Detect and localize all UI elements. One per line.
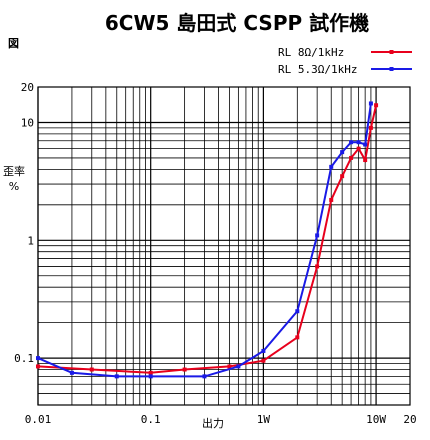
series-2-point [315, 233, 320, 238]
series-1-point [329, 197, 334, 202]
series-2-point [368, 101, 373, 106]
chart-title: 6CW5 島田式 CSPP 試作機 [105, 11, 369, 35]
y-tick-label: 20 [21, 81, 34, 94]
series-layer [36, 101, 379, 379]
grid [37, 86, 411, 406]
series-2-point [295, 309, 300, 314]
y-tick-label: 0.1 [14, 352, 34, 365]
series-1-point [315, 264, 320, 269]
series-2-point [202, 374, 207, 379]
series-line-1 [37, 105, 378, 374]
x-tick-label: 1W [257, 413, 271, 426]
series-1-point [36, 364, 40, 369]
series-1-point [363, 158, 368, 163]
y-axis-label-line2: % [9, 180, 19, 193]
series-1-point [227, 364, 232, 369]
series-1-point [148, 370, 153, 375]
series-2-point [236, 364, 241, 369]
legend-marker-1 [389, 50, 394, 54]
y-axis-label-line1: 歪率 [3, 164, 25, 178]
series-1-point [340, 174, 345, 179]
series-1-point [349, 155, 354, 160]
series-2-point [114, 374, 119, 379]
series-1-point [368, 125, 373, 130]
legend: RL 8Ω/1kHz RL 5.3Ω/1kHz [278, 46, 412, 76]
x-tick-label: 20 [403, 413, 416, 426]
series-2-point [261, 348, 266, 353]
legend-label-2: RL 5.3Ω/1kHz [278, 63, 357, 76]
x-tick-label: 0.01 [25, 413, 52, 426]
y-tick-label: 1 [27, 234, 34, 247]
legend-marker-2 [389, 67, 394, 71]
corner-label: 図 [8, 36, 19, 50]
plot-frame [37, 86, 411, 406]
series-2-point [329, 164, 334, 169]
series-2-point [340, 150, 345, 155]
series-2-point [349, 140, 354, 145]
series-2-point [363, 142, 368, 147]
series-1-point [374, 103, 379, 108]
series-1-point [356, 146, 361, 151]
x-tick-label: 10W [366, 413, 386, 426]
y-tick-label: 10 [21, 116, 34, 129]
series-1-point [261, 358, 266, 363]
legend-label-1: RL 8Ω/1kHz [278, 46, 344, 59]
x-axis-label: 出力 [202, 416, 224, 430]
series-1-point [295, 335, 300, 340]
tick-labels: 0.01 0.1 1W 10W 20 0.1 1 10 20 [14, 81, 417, 426]
series-2-point [36, 356, 40, 361]
series-1-point [182, 367, 187, 372]
series-1-point [89, 367, 94, 372]
series-2-point [69, 370, 74, 375]
series-2-point [148, 374, 153, 379]
x-tick-label: 0.1 [141, 413, 161, 426]
series-2-point [356, 140, 361, 145]
